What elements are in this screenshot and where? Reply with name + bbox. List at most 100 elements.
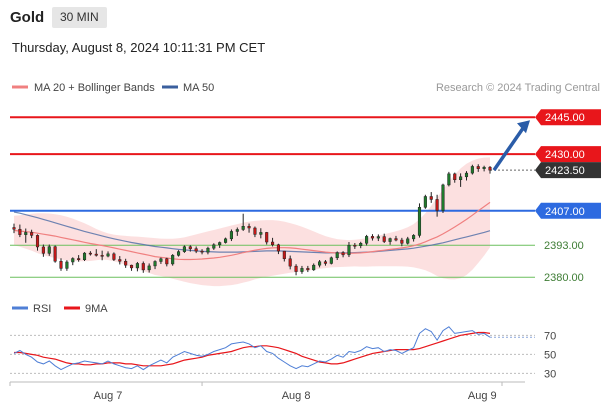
candle-body	[241, 226, 245, 230]
level-labels: 2445.00 2430.00 2423.50 2407.00 2393.00 2380.…	[535, 109, 601, 284]
x-axis-ticks: Aug 7 Aug 8 Aug 9	[9, 382, 503, 402]
candle-body	[300, 268, 304, 272]
candle-body	[288, 258, 292, 267]
legend-label-ma50: MA 50	[183, 82, 214, 94]
legend-label-rsi: RSI	[33, 303, 51, 315]
candle-body	[388, 238, 392, 242]
level-tag-resistance: 2445.00	[535, 109, 601, 126]
candle-body	[182, 246, 186, 252]
level-tag-bg	[535, 202, 601, 219]
candle-body	[447, 173, 451, 186]
x-tick-label: Aug 8	[282, 390, 311, 402]
legend-label-ma20: MA 20 + Bollinger Bands	[34, 82, 155, 94]
candle-body	[153, 261, 157, 267]
candle-body	[235, 229, 239, 232]
candle-body	[135, 263, 139, 269]
candle-body	[312, 264, 316, 271]
timeframe-badge[interactable]: 30 MIN	[52, 7, 107, 28]
candle-body	[188, 246, 192, 249]
level-tag-bg	[535, 162, 601, 179]
candle-body	[265, 232, 269, 243]
candle-body	[382, 236, 386, 242]
candle-body	[35, 235, 40, 248]
candle-body	[253, 227, 257, 235]
candle-body	[141, 263, 145, 271]
level-tag-bg	[535, 109, 601, 126]
candle-body	[106, 253, 110, 257]
moving-averages	[13, 201, 491, 261]
level-label-support: 2380.00	[544, 272, 584, 284]
candle-body	[165, 258, 169, 265]
candle-body	[470, 166, 474, 174]
candle-body	[100, 255, 104, 257]
candle-body	[406, 238, 410, 244]
candle-body	[412, 235, 416, 240]
candle-body	[82, 252, 87, 261]
level-tag-pivot: 2407.00	[535, 202, 601, 219]
candle-body	[41, 246, 45, 254]
candle-body	[453, 173, 457, 181]
candle-body	[30, 232, 34, 236]
candle-body	[206, 247, 210, 253]
candle-body	[247, 226, 251, 229]
candle-body	[435, 199, 439, 211]
candle-body	[59, 260, 63, 269]
candle-body	[482, 166, 486, 169]
candle-body	[423, 196, 427, 208]
candle-body	[229, 231, 233, 240]
candle-body	[429, 196, 433, 200]
candle-body	[112, 253, 116, 260]
candle-body	[488, 166, 492, 171]
candle-body	[47, 246, 51, 254]
candle-body	[24, 232, 28, 235]
candle-body	[224, 238, 228, 243]
candle-body	[65, 261, 69, 269]
level-tag-text: 2407.00	[545, 206, 585, 218]
candle-body	[464, 172, 469, 178]
bollinger-band-area	[14, 157, 490, 287]
candle-body	[341, 252, 345, 256]
candle-body	[176, 251, 181, 256]
candle-body	[294, 265, 298, 272]
candle-body	[88, 252, 92, 255]
candle-body	[118, 259, 122, 262]
forecast-arrow	[492, 120, 530, 172]
candle-body	[347, 244, 351, 256]
candle-body	[71, 258, 75, 263]
candle-body	[200, 250, 204, 253]
candle-body	[329, 257, 333, 264]
level-tag-text: 2430.00	[545, 149, 585, 161]
candle-body	[147, 265, 151, 271]
rsi-tick-label: 30	[544, 368, 556, 380]
forecast-arrow-shaft	[492, 127, 525, 172]
candle-body	[459, 176, 463, 181]
candle-body	[359, 243, 363, 246]
candle-body	[94, 253, 98, 256]
candle-body	[53, 246, 57, 262]
candle-body	[12, 227, 16, 230]
x-tick-label: Aug 7	[94, 390, 123, 402]
level-label-support: 2393.00	[544, 240, 584, 252]
candle-body	[77, 258, 81, 261]
candle-body	[394, 238, 398, 241]
bollinger-band	[14, 157, 490, 287]
timestamp: Thursday, August 8, 2024 10:11:31 PM CET	[12, 40, 266, 55]
rsi-tick-label: 50	[544, 349, 556, 361]
chart-header: Gold 30 MIN	[0, 0, 601, 36]
level-tag-bg	[535, 146, 601, 163]
candle-body	[306, 268, 310, 271]
level-tag-last-price: 2423.50	[535, 162, 601, 179]
candle-body	[18, 228, 22, 235]
candle-body	[417, 207, 422, 236]
level-tag-resistance: 2430.00	[535, 146, 601, 163]
forecast-arrow-head	[517, 120, 530, 134]
candle-body	[259, 232, 263, 235]
rsi-legend: RSI 9MA	[12, 303, 108, 315]
legend-label-9ma: 9MA	[85, 303, 108, 315]
candle-body	[335, 252, 339, 259]
candle-body	[370, 236, 375, 239]
candle-body	[271, 241, 275, 245]
rsi-tick-label: 70	[544, 330, 556, 342]
x-tick-label: Aug 9	[468, 390, 497, 402]
